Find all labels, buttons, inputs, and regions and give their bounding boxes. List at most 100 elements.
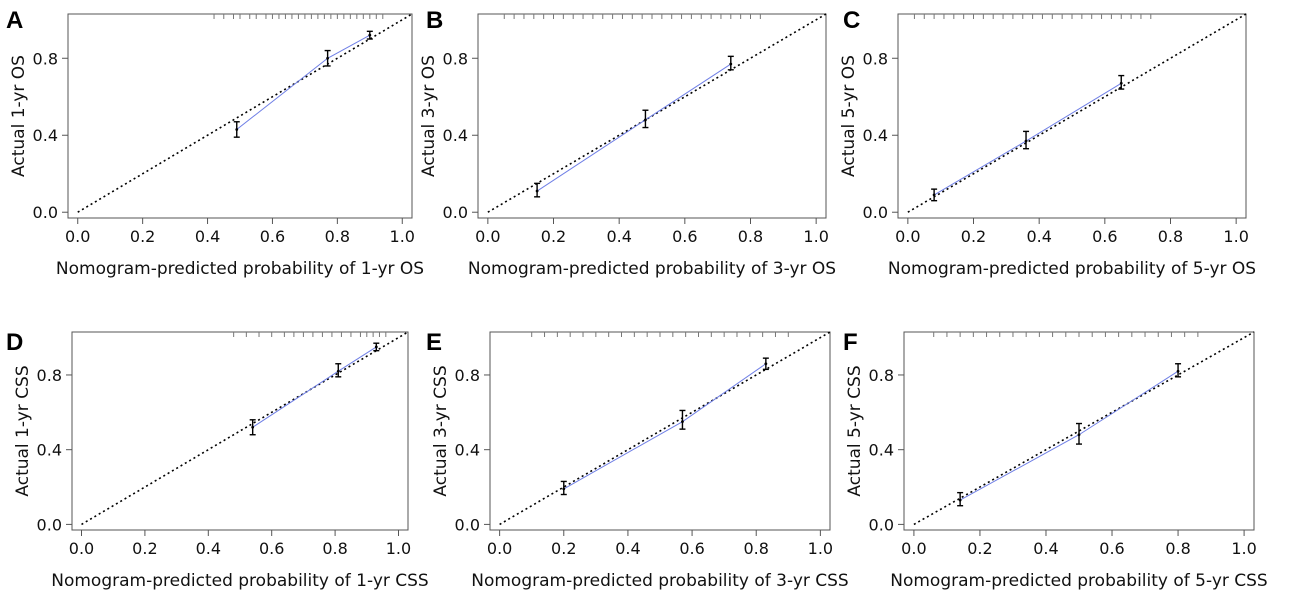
panel-a: A 0.0 0.2 0.4 0.6 0.8 1.0 0.0 0.4 0.8 Nomogram-pre… xyxy=(6,7,424,279)
panel-c: C 0.0 0.2 0.4 0.6 0.8 1.0 0.0 0.4 0.8 Nomogram-pre… xyxy=(839,7,1256,279)
calibration-point xyxy=(958,498,962,502)
y-axis-label: Actual 1-yr CSS xyxy=(13,365,33,496)
x-tick-label: 0.0 xyxy=(487,539,512,558)
x-tick-label: 0.6 xyxy=(1099,539,1124,558)
calibration-point xyxy=(535,189,539,193)
x-tick-label: 0.0 xyxy=(69,539,94,558)
panel-b: B 0.0 0.2 0.4 0.6 0.8 1.0 0.0 0.4 0.8 Nomogram-pre… xyxy=(419,7,836,279)
x-axis-label: Nomogram-predicted probability of 3-yr O… xyxy=(468,259,836,279)
calibration-point xyxy=(932,193,936,197)
panel-letter: C xyxy=(843,7,860,34)
x-tick-label: 1.0 xyxy=(386,539,411,558)
x-axis-label: Nomogram-predicted probability of 1-yr O… xyxy=(56,259,424,279)
x-axis-label: Nomogram-predicted probability of 5-yr C… xyxy=(890,571,1267,591)
y-axis-label: Actual 1-yr OS xyxy=(9,55,29,177)
calibration-line xyxy=(933,82,1122,196)
y-axis-label: Actual 5-yr CSS xyxy=(845,365,865,496)
panel-e: E 0.0 0.2 0.4 0.6 0.8 1.0 0.0 0.4 0.8 Nomogram-pre… xyxy=(426,329,849,591)
calibration-line xyxy=(236,34,371,130)
x-tick-label: 0.8 xyxy=(738,227,763,246)
x-tick-label: 0.2 xyxy=(551,539,576,558)
ideal-line xyxy=(913,331,1255,526)
x-tick-label: 0.4 xyxy=(606,227,631,246)
calibration-point xyxy=(326,56,330,60)
y-tick-label: 0.8 xyxy=(443,49,468,68)
panel-letter: E xyxy=(426,329,442,356)
calibration-point xyxy=(235,128,239,131)
x-tick-label: 0.0 xyxy=(475,227,500,246)
calibration-point xyxy=(1024,139,1028,143)
x-tick-label: 0.0 xyxy=(901,539,926,558)
x-tick-label: 0.4 xyxy=(1026,227,1051,246)
x-tick-label: 1.0 xyxy=(803,227,828,246)
calibration-point xyxy=(729,62,733,66)
panel-letter: D xyxy=(6,329,23,356)
x-tick-label: 1.0 xyxy=(390,227,415,246)
calibration-line xyxy=(959,370,1179,501)
y-tick-label: 0.0 xyxy=(37,515,62,534)
panel-d: D 0.0 0.2 0.4 0.6 0.8 1.0 0.0 0.4 0.8 Nomogram-pre… xyxy=(6,329,429,591)
y-tick-label: 0.8 xyxy=(869,366,894,385)
x-tick-label: 0.4 xyxy=(1033,539,1058,558)
y-axis-label: Actual 5-yr OS xyxy=(839,55,859,177)
ideal-line xyxy=(499,331,831,526)
ideal-line xyxy=(487,13,827,213)
calibration-point xyxy=(368,33,372,37)
x-axis-label: Nomogram-predicted probability of 1-yr C… xyxy=(51,571,428,591)
y-tick-label: 0.0 xyxy=(443,203,468,222)
ideal-line xyxy=(77,13,413,213)
y-tick-label: 0.4 xyxy=(37,441,62,460)
y-tick-label: 0.4 xyxy=(443,126,468,145)
y-tick-label: 0.4 xyxy=(33,126,58,145)
x-tick-label: 0.4 xyxy=(196,539,221,558)
y-tick-label: 0.8 xyxy=(863,49,888,68)
calibration-line xyxy=(252,346,377,428)
panel-letter: B xyxy=(426,7,443,34)
ideal-line xyxy=(907,13,1247,213)
x-tick-label: 0.2 xyxy=(130,227,155,246)
x-tick-label: 0.6 xyxy=(259,539,284,558)
ideal-line xyxy=(81,331,409,526)
calibration-point xyxy=(251,425,255,429)
x-tick-label: 0.2 xyxy=(541,227,566,246)
x-tick-label: 1.0 xyxy=(1231,539,1256,558)
y-tick-label: 0.0 xyxy=(869,515,894,534)
calibration-line xyxy=(536,63,732,192)
calibration-point xyxy=(1119,81,1123,85)
x-tick-label: 1.0 xyxy=(1223,227,1248,246)
x-tick-label: 0.4 xyxy=(195,227,220,246)
y-axis-label: Actual 3-yr OS xyxy=(419,55,439,177)
y-tick-label: 0.0 xyxy=(863,203,888,222)
y-tick-label: 0.4 xyxy=(869,441,894,460)
y-tick-label: 0.0 xyxy=(33,203,58,222)
calibration-line xyxy=(563,363,767,490)
x-tick-label: 0.8 xyxy=(322,539,347,558)
x-tick-label: 0.6 xyxy=(1092,227,1117,246)
y-axis-label: Actual 3-yr CSS xyxy=(431,365,451,496)
x-axis-label: Nomogram-predicted probability of 5-yr O… xyxy=(888,259,1256,279)
x-tick-label: 0.6 xyxy=(260,227,285,246)
y-tick-label: 0.8 xyxy=(37,366,62,385)
x-tick-label: 0.8 xyxy=(1158,227,1183,246)
calibration-point xyxy=(1077,433,1081,437)
panel-letter: A xyxy=(6,7,23,34)
x-tick-label: 0.8 xyxy=(743,539,768,558)
calibration-point xyxy=(562,487,566,491)
calibration-point xyxy=(336,369,340,373)
calibration-point xyxy=(644,118,647,122)
x-tick-label: 0.4 xyxy=(615,539,640,558)
calibration-point xyxy=(374,345,378,349)
x-axis-label: Nomogram-predicted probability of 3-yr C… xyxy=(471,571,848,591)
x-tick-label: 0.2 xyxy=(132,539,157,558)
calibration-point xyxy=(681,420,684,424)
x-tick-label: 0.8 xyxy=(1165,539,1190,558)
x-tick-label: 0.2 xyxy=(967,539,992,558)
calibration-point xyxy=(1176,369,1180,373)
x-tick-label: 1.0 xyxy=(808,539,833,558)
plot-frame xyxy=(71,331,409,531)
y-tick-label: 0.8 xyxy=(33,49,58,68)
calibration-point xyxy=(764,362,768,366)
y-tick-label: 0.8 xyxy=(455,366,480,385)
x-tick-label: 0.0 xyxy=(895,227,920,246)
